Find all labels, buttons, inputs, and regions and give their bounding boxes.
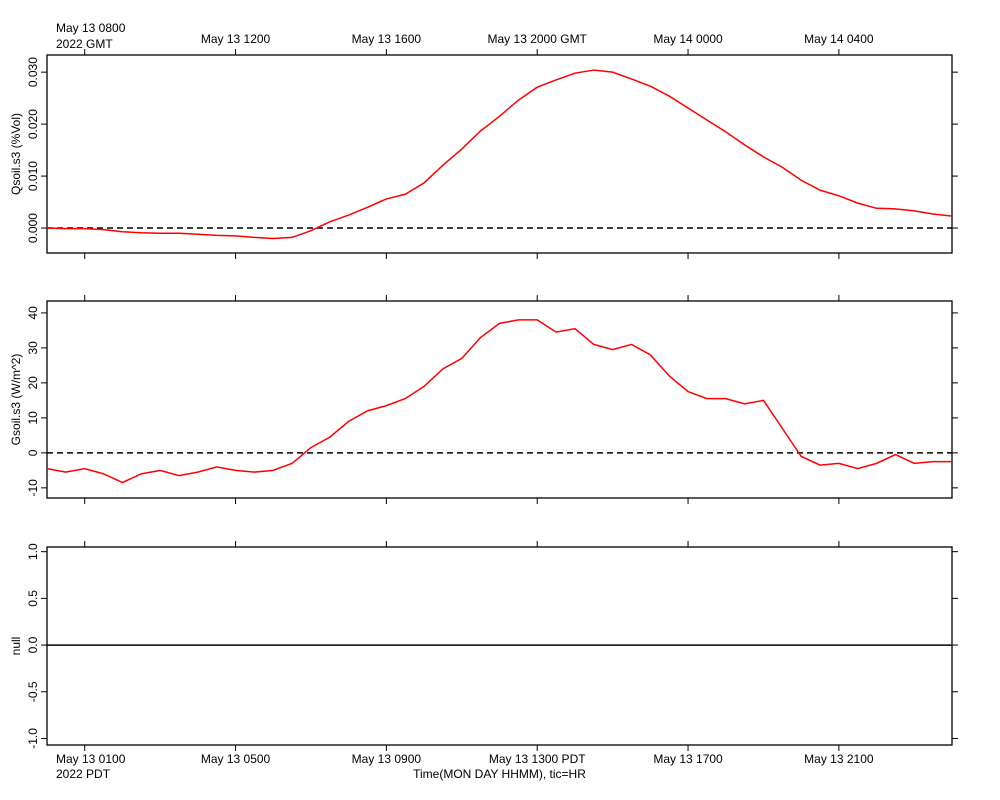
x-tick-label: May 13 0500 (201, 752, 271, 766)
x-tick-label: May 13 1300 PDT (489, 752, 586, 766)
y-tick-label: 10 (26, 411, 40, 425)
data-line (46, 69, 953, 240)
y-tick-label: 20 (26, 376, 40, 390)
x-caption: 2022 GMT (56, 37, 113, 51)
y-tick-label: -0.5 (26, 681, 40, 702)
x-tick-label: May 13 0800 (56, 21, 126, 35)
y-tick-label: 40 (26, 306, 40, 320)
plot-frame (46, 546, 953, 746)
y-axis-label: null (9, 637, 23, 656)
x-tick-label: May 13 1600 (352, 32, 422, 46)
y-tick-label: 0.0 (26, 636, 40, 653)
x-tick-label: May 14 0400 (804, 32, 874, 46)
y-tick-label: 0.020 (26, 109, 40, 139)
y-axis-label: Gsoil.s3 (W/m^2) (9, 354, 23, 446)
y-tick-label: 1.0 (26, 543, 40, 560)
x-tick-label: May 14 0000 (653, 32, 723, 46)
y-tick-label: 0.5 (26, 590, 40, 607)
y-tick-label: 0.000 (26, 213, 40, 243)
y-tick-label: 0 (26, 449, 40, 456)
plot-frame (46, 54, 953, 254)
x-tick-label: May 13 2000 GMT (488, 32, 588, 46)
data-line (46, 319, 952, 484)
y-tick-label: -10 (26, 479, 40, 497)
y-tick-label: 0.010 (26, 161, 40, 191)
y-axis-label: Qsoil.s3 (%Vol) (9, 113, 23, 195)
x-caption: 2022 PDT (56, 767, 111, 781)
y-tick-label: -1.0 (26, 728, 40, 749)
x-tick-label: May 13 1700 (653, 752, 723, 766)
x-tick-label: May 13 2100 (804, 752, 874, 766)
x-tick-label: May 13 1200 (201, 32, 271, 46)
y-tick-label: 30 (26, 341, 40, 355)
x-tick-label: May 13 0900 (352, 752, 422, 766)
y-tick-label: 0.030 (26, 57, 40, 87)
plot-frame (46, 300, 953, 499)
x-tick-label: May 13 0100 (56, 752, 126, 766)
x-axis-label: Time(MON DAY HHMM), tic=HR (413, 767, 586, 781)
